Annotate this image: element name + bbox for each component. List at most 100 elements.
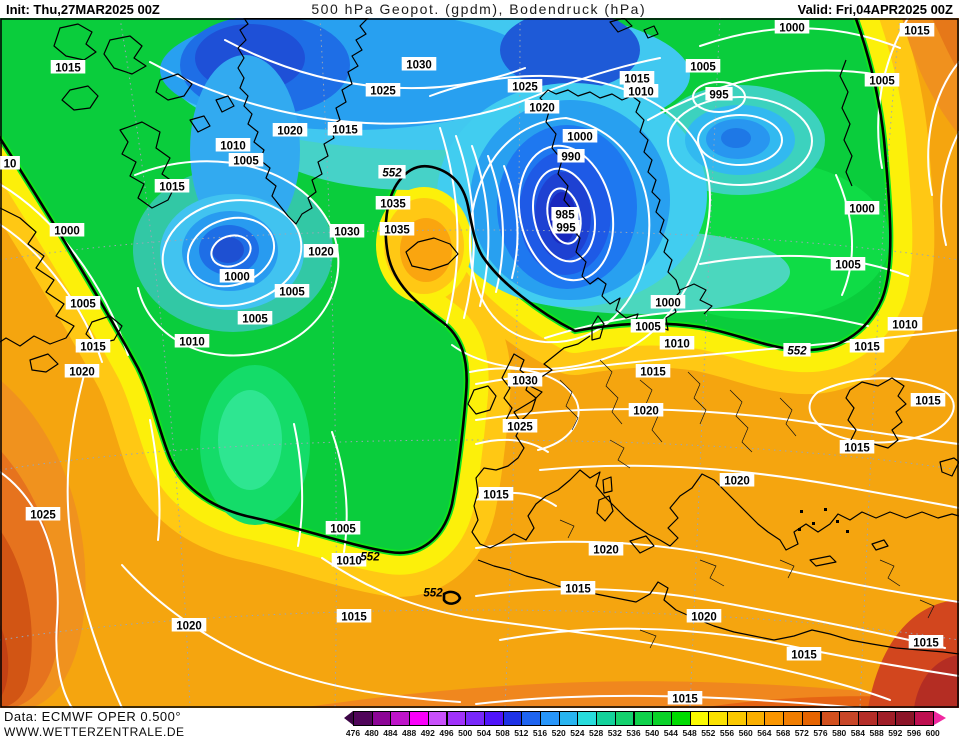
svg-text:1020: 1020	[176, 621, 202, 633]
svg-text:1015: 1015	[80, 342, 106, 354]
svg-text:1000: 1000	[849, 204, 875, 216]
colorbar-tick: 552	[701, 728, 716, 738]
svg-text:1005: 1005	[70, 299, 96, 311]
svg-text:1015: 1015	[904, 26, 930, 38]
pressure-label: 1025	[365, 83, 401, 98]
svg-text:1010: 1010	[892, 320, 918, 332]
pressure-label: 1025	[502, 419, 538, 434]
colorbar-cell	[670, 711, 691, 726]
colorbar-cell	[446, 711, 467, 726]
pressure-label: 1020	[524, 100, 560, 115]
colorbar-tick: 548	[682, 728, 697, 738]
pressure-label: 1020	[272, 123, 308, 138]
colorbar-tick: 508	[495, 728, 510, 738]
svg-text:990: 990	[561, 152, 580, 164]
svg-text:1015: 1015	[913, 638, 939, 650]
height-contour-label: 552	[378, 165, 406, 180]
colorbar-left-arrow	[344, 711, 353, 725]
colorbar-tick: 488	[402, 728, 417, 738]
svg-text:1035: 1035	[384, 225, 410, 237]
svg-text:552: 552	[360, 552, 380, 564]
colorbar-tick: 532	[607, 728, 622, 738]
svg-text:1020: 1020	[724, 476, 750, 488]
svg-text:1000: 1000	[567, 132, 593, 144]
colorbar-cell	[708, 711, 728, 726]
colorbar-cell	[427, 711, 448, 726]
svg-text:1020: 1020	[593, 545, 619, 557]
colorbar-cell	[895, 711, 915, 726]
svg-text:1030: 1030	[334, 227, 360, 239]
svg-text:1000: 1000	[655, 298, 681, 310]
svg-text:1015: 1015	[844, 443, 870, 455]
pressure-label: 1000	[562, 129, 598, 144]
website-text: WWW.WETTERZENTRALE.DE	[4, 725, 185, 739]
pressure-label: 1030	[401, 57, 437, 72]
pressure-label: 1000	[219, 269, 255, 284]
height-contour-label: 552	[783, 343, 811, 358]
map-title: 500 hPa Geopot. (gpdm), Bodendruck (hPa)	[311, 1, 647, 17]
svg-text:1015: 1015	[159, 182, 185, 194]
map-footer: Data: ECMWF OPER 0.500° WWW.WETTERZENTRA…	[0, 708, 959, 741]
colorbar-cell	[764, 711, 785, 726]
colorbar-tick: 588	[869, 728, 884, 738]
pressure-label: 10	[0, 156, 20, 171]
svg-text:1005: 1005	[330, 524, 356, 536]
svg-text:1020: 1020	[277, 126, 303, 138]
colorbar-tick: 560	[738, 728, 753, 738]
svg-text:1015: 1015	[624, 74, 650, 86]
pressure-label: 1015	[478, 487, 514, 502]
svg-text:1000: 1000	[54, 226, 80, 238]
colorbar-cell	[614, 711, 635, 726]
svg-text:1000: 1000	[224, 272, 250, 284]
z500-552-contour	[0, 18, 892, 605]
pressure-label: 1035	[375, 196, 411, 211]
svg-text:1020: 1020	[69, 367, 95, 379]
colorbar-tick: 476	[345, 728, 361, 738]
graticule-lines	[0, 18, 959, 708]
pressure-label: 1015	[560, 581, 596, 596]
pressure-label: 1020	[628, 403, 664, 418]
svg-text:1020: 1020	[691, 612, 717, 624]
colorbar-tick: 524	[570, 728, 585, 738]
colorbar-cell	[857, 711, 878, 726]
pressure-label: 990	[557, 149, 585, 164]
pressure-label: 1020	[303, 244, 339, 259]
pressure-label: 1015	[899, 23, 935, 38]
pressure-label: 1015	[619, 71, 655, 86]
pressure-label: 1010	[623, 84, 659, 99]
colorbar-tick: 568	[776, 728, 791, 738]
pressure-label: 1005	[685, 59, 721, 74]
svg-text:1005: 1005	[869, 76, 895, 88]
colorbar-cell	[371, 711, 392, 726]
svg-text:1025: 1025	[370, 86, 396, 98]
colorbar-tick: 556	[719, 728, 735, 738]
svg-text:1010: 1010	[179, 337, 205, 349]
colorbar-tick: 516	[532, 728, 548, 738]
pressure-label: 1015	[667, 691, 703, 706]
svg-text:1020: 1020	[529, 103, 555, 115]
country-borders	[559, 359, 935, 649]
pressure-label: 995	[552, 220, 580, 235]
pressure-label: 1000	[774, 20, 810, 35]
pressure-label: 1000	[49, 223, 85, 238]
svg-text:1010: 1010	[664, 339, 690, 351]
pressure-label: 1020	[64, 364, 100, 379]
pressure-label: 1005	[228, 153, 264, 168]
valid-time-label: Valid: Fri,04APR2025 00Z	[797, 1, 953, 17]
pressure-label: 1005	[274, 284, 310, 299]
colorbar-tick: 528	[589, 728, 604, 738]
pressure-label: 1005	[864, 73, 900, 88]
svg-text:1030: 1030	[512, 376, 538, 388]
pressure-label: 1015	[327, 122, 363, 137]
svg-text:995: 995	[709, 90, 729, 102]
pressure-label: 1020	[686, 609, 722, 624]
pressure-label: 1000	[650, 295, 686, 310]
colorbar-cell	[409, 711, 429, 726]
pressure-label: 995	[705, 87, 733, 102]
colorbar-tick: 504	[476, 728, 491, 738]
svg-text:1005: 1005	[279, 287, 305, 299]
pressure-label: 1025	[507, 79, 543, 94]
svg-text:1005: 1005	[690, 62, 716, 74]
svg-text:1015: 1015	[640, 367, 666, 379]
pressure-label: 1005	[325, 521, 361, 536]
